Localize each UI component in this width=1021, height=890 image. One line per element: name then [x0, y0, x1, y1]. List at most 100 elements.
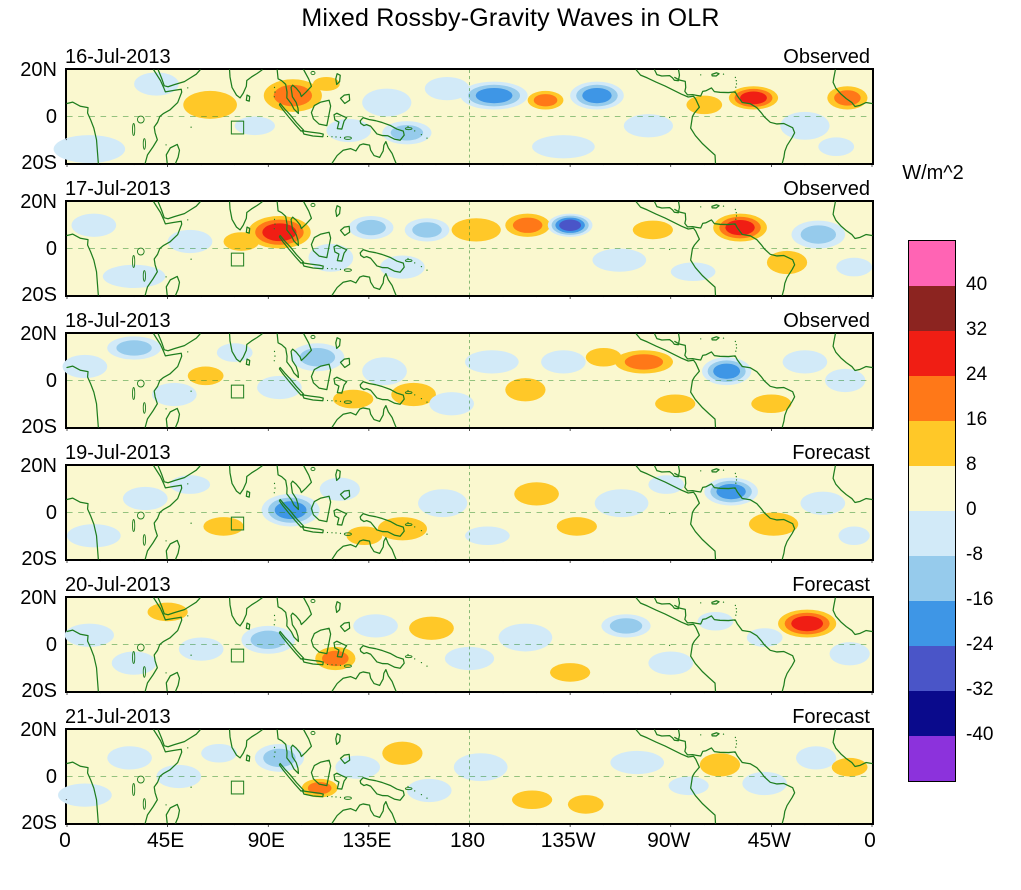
- coastline: [245, 226, 251, 234]
- anomaly-contour: [71, 213, 117, 237]
- island: [735, 350, 737, 352]
- lake-outline: [136, 511, 145, 520]
- coastline: [144, 333, 183, 428]
- y-tick-label: 20S: [21, 152, 57, 174]
- coastline: [654, 201, 681, 214]
- panel-header: 19-Jul-2013 Forecast: [65, 440, 870, 464]
- island: [735, 347, 738, 349]
- anomaly-contour: [382, 741, 423, 765]
- coastline: [66, 761, 99, 824]
- anomaly-contour: [511, 790, 553, 810]
- island: [331, 532, 333, 534]
- island: [190, 390, 192, 392]
- island: [734, 619, 736, 621]
- coastline: [832, 729, 873, 768]
- island: [734, 751, 736, 753]
- anomaly-contour: [532, 135, 595, 159]
- panel-date-label: 20-Jul-2013: [65, 574, 171, 596]
- coastline: [711, 468, 720, 473]
- colorbar-tick-label: -32: [966, 679, 994, 700]
- coastline: [276, 201, 313, 247]
- anomaly-contour: [380, 255, 425, 279]
- anomaly-contour: [556, 517, 597, 536]
- anomaly-contour: [451, 218, 501, 242]
- lake-outline: [142, 270, 146, 282]
- island: [165, 672, 167, 674]
- coastline: [331, 536, 397, 560]
- lake-outline: [142, 666, 146, 678]
- panel-header: 17-Jul-2013 Observed: [65, 176, 870, 200]
- coastline: [333, 772, 348, 790]
- anomaly-contour: [58, 783, 112, 807]
- figure-title: Mixed Rossby-Gravity Waves in OLR: [301, 4, 720, 32]
- colorbar-segment: [909, 241, 955, 286]
- island: [335, 664, 337, 666]
- coastline: [333, 244, 348, 262]
- coastline: [66, 629, 99, 692]
- anomaly-contour: [335, 755, 381, 779]
- coastline: [301, 262, 324, 270]
- island: [734, 208, 736, 211]
- coastline: [635, 597, 717, 692]
- coastline: [165, 539, 181, 560]
- coastline: [654, 597, 681, 610]
- anomaly-contour: [800, 225, 837, 244]
- lake-outline: [310, 466, 316, 472]
- coastline: [711, 204, 720, 209]
- anomaly-contour: [429, 392, 474, 416]
- coastline: [359, 777, 405, 801]
- coastline: [66, 101, 99, 164]
- island: [700, 734, 702, 736]
- panel-header: 16-Jul-2013 Observed: [65, 44, 870, 68]
- coastline: [245, 622, 251, 630]
- island: [426, 665, 428, 667]
- anomaly-contour: [147, 602, 188, 622]
- anomaly-contour: [831, 757, 868, 777]
- y-tick-label: 20N: [20, 323, 57, 345]
- colorbar-tick-label: 0: [966, 499, 977, 520]
- coastline: [310, 99, 332, 127]
- anomaly-contour: [274, 501, 307, 520]
- x-tick-label: 90E: [247, 829, 285, 852]
- panel-header: 18-Jul-2013 Observed: [65, 308, 870, 332]
- x-tick-label: 135W: [540, 829, 596, 852]
- coastline: [335, 601, 341, 614]
- x-tick-label: 90W: [647, 829, 691, 852]
- anomaly-contour: [742, 771, 788, 796]
- panel-map: [58, 728, 875, 827]
- y-tick-label: 20S: [21, 284, 57, 306]
- anomaly-contour: [670, 262, 716, 282]
- island: [420, 397, 423, 400]
- panel: 21-Jul-2013 Forecast 20N 0 20S: [20, 704, 875, 834]
- island: [165, 276, 167, 278]
- anomaly-contour: [512, 217, 543, 233]
- coastline: [165, 671, 181, 692]
- anomaly-contour: [686, 95, 723, 115]
- map-box: 20N 0 20S: [20, 455, 875, 570]
- coastline: [335, 469, 341, 482]
- colorbar-tick-label: 32: [966, 319, 988, 340]
- island: [735, 746, 737, 748]
- coastline: [301, 658, 324, 666]
- anomaly-contour: [609, 618, 643, 634]
- y-tick-label: 0: [45, 765, 57, 788]
- coastline: [165, 275, 181, 296]
- anomaly-contour: [391, 382, 436, 407]
- lake-outline: [136, 115, 145, 124]
- island: [273, 482, 276, 485]
- island: [331, 136, 333, 138]
- anomaly-contour: [592, 248, 647, 272]
- coastline: [66, 233, 99, 296]
- coastline: [339, 753, 351, 765]
- island: [734, 223, 736, 225]
- coastline: [654, 333, 681, 346]
- island: [273, 360, 275, 362]
- island: [407, 125, 409, 128]
- anomaly-contour: [624, 354, 664, 370]
- island: [414, 526, 416, 528]
- coastline: [144, 69, 183, 164]
- anomaly-contour: [356, 219, 386, 236]
- island: [735, 479, 738, 481]
- coastline: [310, 231, 332, 259]
- x-tick-label: 45W: [747, 829, 791, 852]
